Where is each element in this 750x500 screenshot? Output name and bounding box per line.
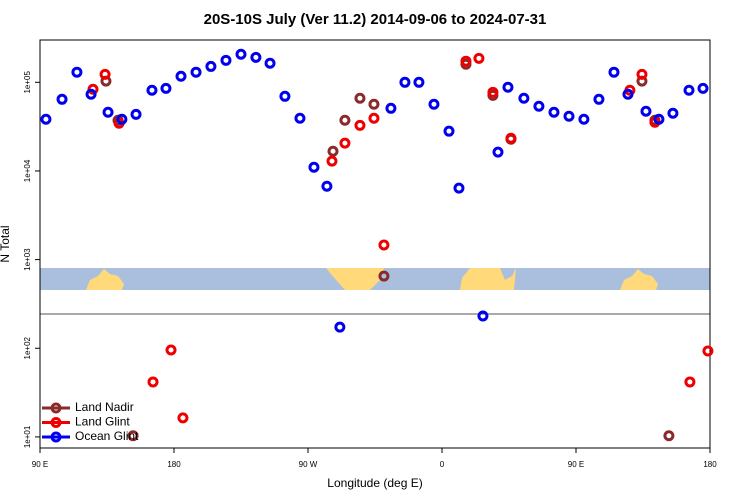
legend-marker <box>50 431 62 443</box>
legend-marker <box>50 417 62 428</box>
legend-marker <box>50 402 62 414</box>
point <box>235 48 247 60</box>
y-tick-label: 1e+04 <box>23 159 32 182</box>
legend-label: Land Nadir <box>75 400 134 414</box>
land <box>86 269 124 290</box>
point <box>502 81 514 93</box>
land <box>326 268 384 290</box>
point <box>697 82 709 94</box>
point <box>250 51 262 63</box>
point <box>339 137 351 149</box>
x-tick-label: 90 E <box>32 460 48 469</box>
legend-label: Land Glint <box>75 415 130 429</box>
point <box>487 86 499 98</box>
point <box>177 412 189 424</box>
point <box>667 107 679 119</box>
point <box>339 114 351 126</box>
point <box>85 88 97 100</box>
point <box>518 92 530 104</box>
y-tick-label: 1e+01 <box>23 425 32 448</box>
point <box>399 76 411 88</box>
point <box>165 344 177 356</box>
point <box>593 93 605 105</box>
point <box>385 102 397 114</box>
point <box>477 310 489 322</box>
point <box>443 125 455 137</box>
point <box>40 113 52 125</box>
point <box>505 132 517 144</box>
point <box>326 155 338 167</box>
point <box>608 66 620 78</box>
point <box>71 66 83 78</box>
point <box>279 90 291 102</box>
land <box>460 268 516 290</box>
point <box>663 430 675 442</box>
series <box>40 48 709 333</box>
x-tick-label: 90 E <box>568 460 584 469</box>
point <box>130 108 142 120</box>
point <box>56 93 68 105</box>
x-tick-label: 180 <box>167 460 181 469</box>
x-tick-label: 0 <box>440 460 445 469</box>
point <box>190 66 202 78</box>
point <box>160 82 172 94</box>
point <box>220 54 232 66</box>
point <box>702 345 714 357</box>
point <box>473 52 485 64</box>
point <box>102 106 114 118</box>
series <box>87 52 714 424</box>
point <box>684 376 696 388</box>
legend-label: Ocean Glint <box>75 429 139 443</box>
point <box>175 70 187 82</box>
y-axis-label: N Total <box>0 225 12 262</box>
point <box>413 76 425 88</box>
x-axis-label: Longitude (deg E) <box>327 476 422 490</box>
map-band <box>40 268 710 290</box>
point <box>308 161 320 173</box>
point <box>146 84 158 96</box>
point <box>548 106 560 118</box>
point <box>636 68 648 80</box>
point <box>622 88 634 100</box>
point <box>563 110 575 122</box>
land <box>620 269 658 290</box>
x-tick-label: 90 W <box>299 460 318 469</box>
point <box>354 92 366 104</box>
point <box>116 113 128 125</box>
point <box>653 113 665 125</box>
point <box>354 119 366 131</box>
point <box>327 145 339 157</box>
point <box>368 98 380 110</box>
point <box>264 57 276 69</box>
chart-title: 20S-10S July (Ver 11.2) 2014-09-06 to 20… <box>204 11 547 28</box>
point <box>640 105 652 117</box>
point <box>533 100 545 112</box>
point <box>99 68 111 80</box>
point <box>578 113 590 125</box>
point <box>460 55 472 67</box>
plot-frame <box>39 39 711 449</box>
point <box>378 270 390 282</box>
point <box>147 376 159 388</box>
y-tick-label: 1e+02 <box>23 336 32 359</box>
point <box>334 321 346 333</box>
point <box>453 182 465 194</box>
point <box>321 180 333 192</box>
y-tick-label: 1e+03 <box>23 248 32 271</box>
point <box>127 430 139 442</box>
point <box>683 84 695 96</box>
y-tick-label: 1e+05 <box>23 71 32 94</box>
point <box>492 146 504 158</box>
point <box>378 239 390 251</box>
point <box>428 98 440 110</box>
point <box>294 112 306 124</box>
point <box>368 112 380 124</box>
point <box>205 60 217 72</box>
x-tick-label: 180 <box>703 460 717 469</box>
